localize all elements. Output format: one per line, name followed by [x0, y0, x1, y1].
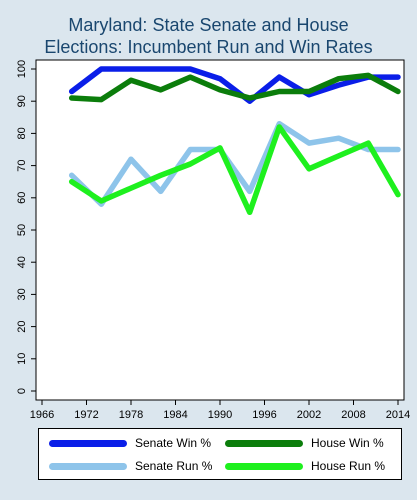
legend-label: House Win % — [311, 436, 384, 450]
legend-swatch — [49, 439, 127, 447]
legend-item: Senate Win % — [49, 433, 211, 453]
legend-item: House Run % — [225, 456, 385, 476]
series-line-house-win — [68, 72, 401, 103]
chart-subtitle: Elections: Incumbent Run and Win Rates — [44, 37, 373, 57]
y-tick-label: 10 — [16, 353, 28, 365]
y-tick-label: 20 — [16, 320, 28, 332]
y-tick-label: 50 — [16, 224, 28, 236]
legend-label: Senate Win % — [135, 436, 212, 450]
legend-swatch — [49, 462, 127, 470]
legend-label: House Run % — [311, 459, 386, 473]
y-tick-label: 60 — [16, 192, 28, 204]
legend-item: House Win % — [225, 433, 384, 453]
chart-title: Maryland: State Senate and House — [68, 15, 349, 35]
y-tick-label: 40 — [16, 256, 28, 268]
x-tick-label: 1984 — [163, 409, 187, 421]
legend-swatch — [225, 462, 303, 470]
y-tick-label: 90 — [16, 95, 28, 107]
x-tick-label: 2008 — [341, 409, 365, 421]
plot-background — [35, 59, 405, 401]
series-line-senate-run — [68, 120, 401, 207]
x-tick-label: 1966 — [30, 409, 54, 421]
legend: Senate Win % House Win % Senate Run % House… — [38, 428, 402, 480]
legend-label: Senate Run % — [135, 459, 213, 473]
x-tick-label: 1990 — [208, 409, 232, 421]
series-line-senate-win — [68, 66, 401, 104]
y-tick-label: 30 — [16, 288, 28, 300]
series-line-house-run — [68, 124, 401, 216]
x-tick-label: 1978 — [119, 409, 143, 421]
y-tick-label: 0 — [16, 388, 28, 394]
y-tick-label: 70 — [16, 159, 28, 171]
x-tick-label: 2014 — [386, 409, 410, 421]
legend-swatch — [225, 439, 303, 447]
y-tick-label: 100 — [16, 60, 28, 78]
y-tick-label: 80 — [16, 127, 28, 139]
x-tick-label: 2002 — [297, 409, 321, 421]
x-tick-label: 1996 — [252, 409, 276, 421]
legend-item: Senate Run % — [49, 456, 212, 476]
x-tick-label: 1972 — [74, 409, 98, 421]
